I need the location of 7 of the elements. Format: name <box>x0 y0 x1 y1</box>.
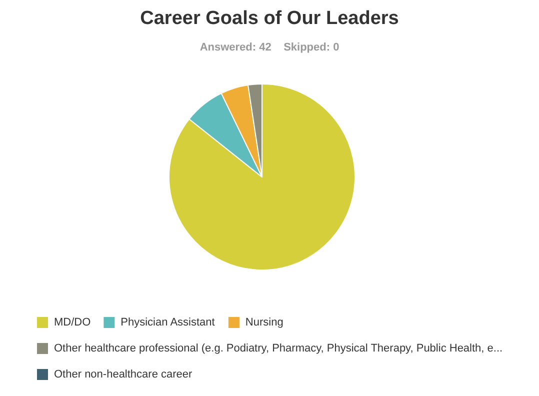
chart-title: Career Goals of Our Leaders <box>140 8 399 29</box>
legend-label: Nursing <box>245 316 284 328</box>
chart-subtitle: Answered: 42 Skipped: 0 <box>200 42 340 54</box>
legend-label: MD/DO <box>54 316 92 328</box>
legend-label: Other non-healthcare career <box>54 368 193 380</box>
legend-label: Physician Assistant <box>120 316 215 328</box>
legend-label: Other healthcare professional (e.g. Podiatry, Pharmacy, Physical Therapy, Public Health, e... <box>54 342 503 354</box>
